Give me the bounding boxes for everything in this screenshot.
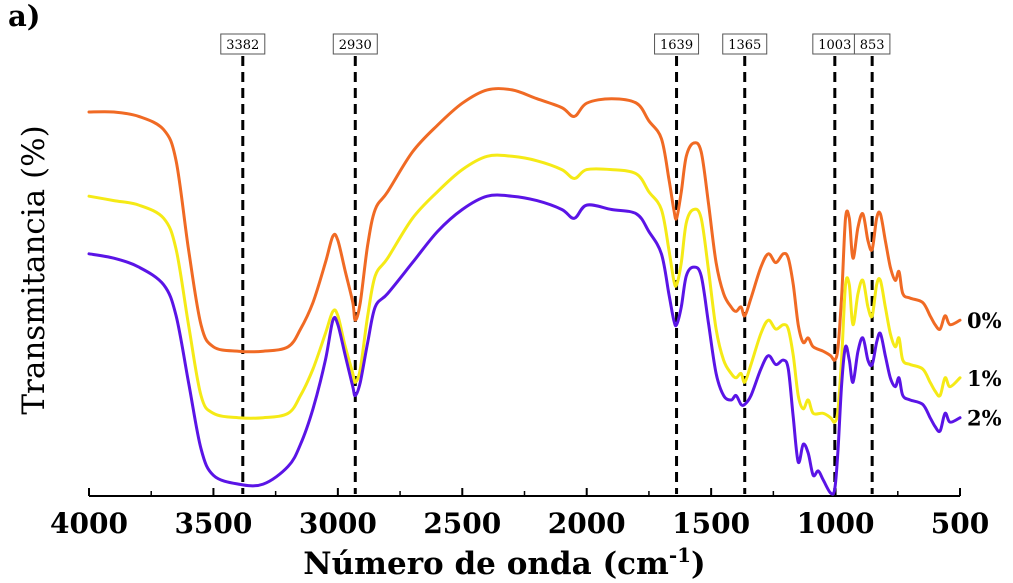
series-label: 0% [967,308,1002,333]
series-line-0pct [87,87,962,362]
annotation-box [332,33,378,55]
x-axis-title: Número de onda (cm-1) [303,543,705,582]
x-tick-label: 1000 [797,507,875,540]
annotation-box [853,33,891,55]
annotation-label: 1003 [818,38,851,53]
x-tick-label: 1500 [672,507,750,540]
annotation-label: 853 [860,38,885,53]
x-tick-label: 3000 [299,507,377,540]
annotation-label: 2930 [339,38,372,53]
annotation-label: 1639 [660,38,693,53]
annotation-box [722,33,768,55]
x-tick-label: 4000 [50,507,128,540]
series-line-2pct [87,193,962,496]
x-tick-label: 2500 [423,507,501,540]
series-label: 1% [967,366,1002,391]
x-tick-label: 3500 [174,507,252,540]
annotation-label: 3382 [226,38,259,53]
annotation-label: 1365 [728,38,761,53]
x-tick-label: 500 [931,507,989,540]
series-line-1pct [87,153,962,424]
series-label: 2% [967,406,1002,431]
x-tick-label: 2000 [548,507,626,540]
y-axis-title: Transmitancia (%) [16,125,52,414]
annotation-box [220,33,266,55]
annotation-box [654,33,700,55]
panel-label: a) [8,0,41,33]
